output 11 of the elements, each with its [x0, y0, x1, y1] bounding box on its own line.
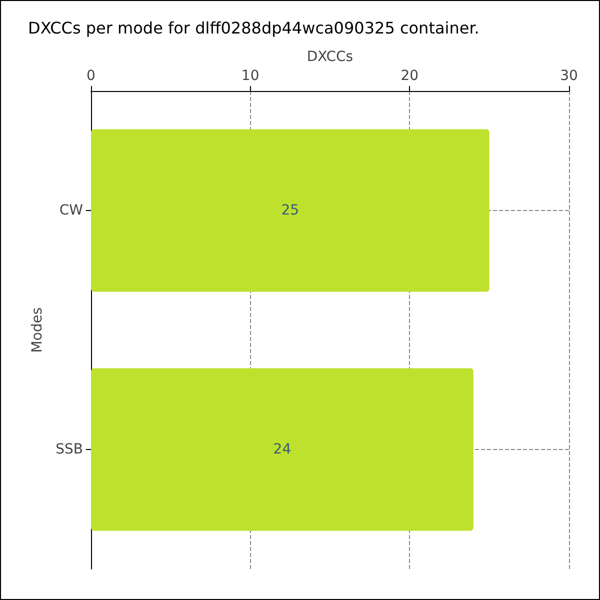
chart-title: DXCCs per mode for dlff0288dp44wca090325 container. [28, 18, 480, 38]
x-tick-label: 10 [241, 68, 260, 84]
y-tick-label: CW [59, 202, 84, 218]
x-axis-title: DXCCs [306, 49, 354, 66]
y-axis-title: Modes [30, 307, 46, 353]
data-label: 24 [273, 442, 292, 458]
x-tick-label: 30 [560, 68, 578, 84]
data-label: 25 [281, 202, 300, 218]
x-tick-label: 0 [86, 68, 96, 84]
x-tick-label: 20 [400, 68, 419, 84]
y-tick-label: SSB [56, 442, 83, 458]
